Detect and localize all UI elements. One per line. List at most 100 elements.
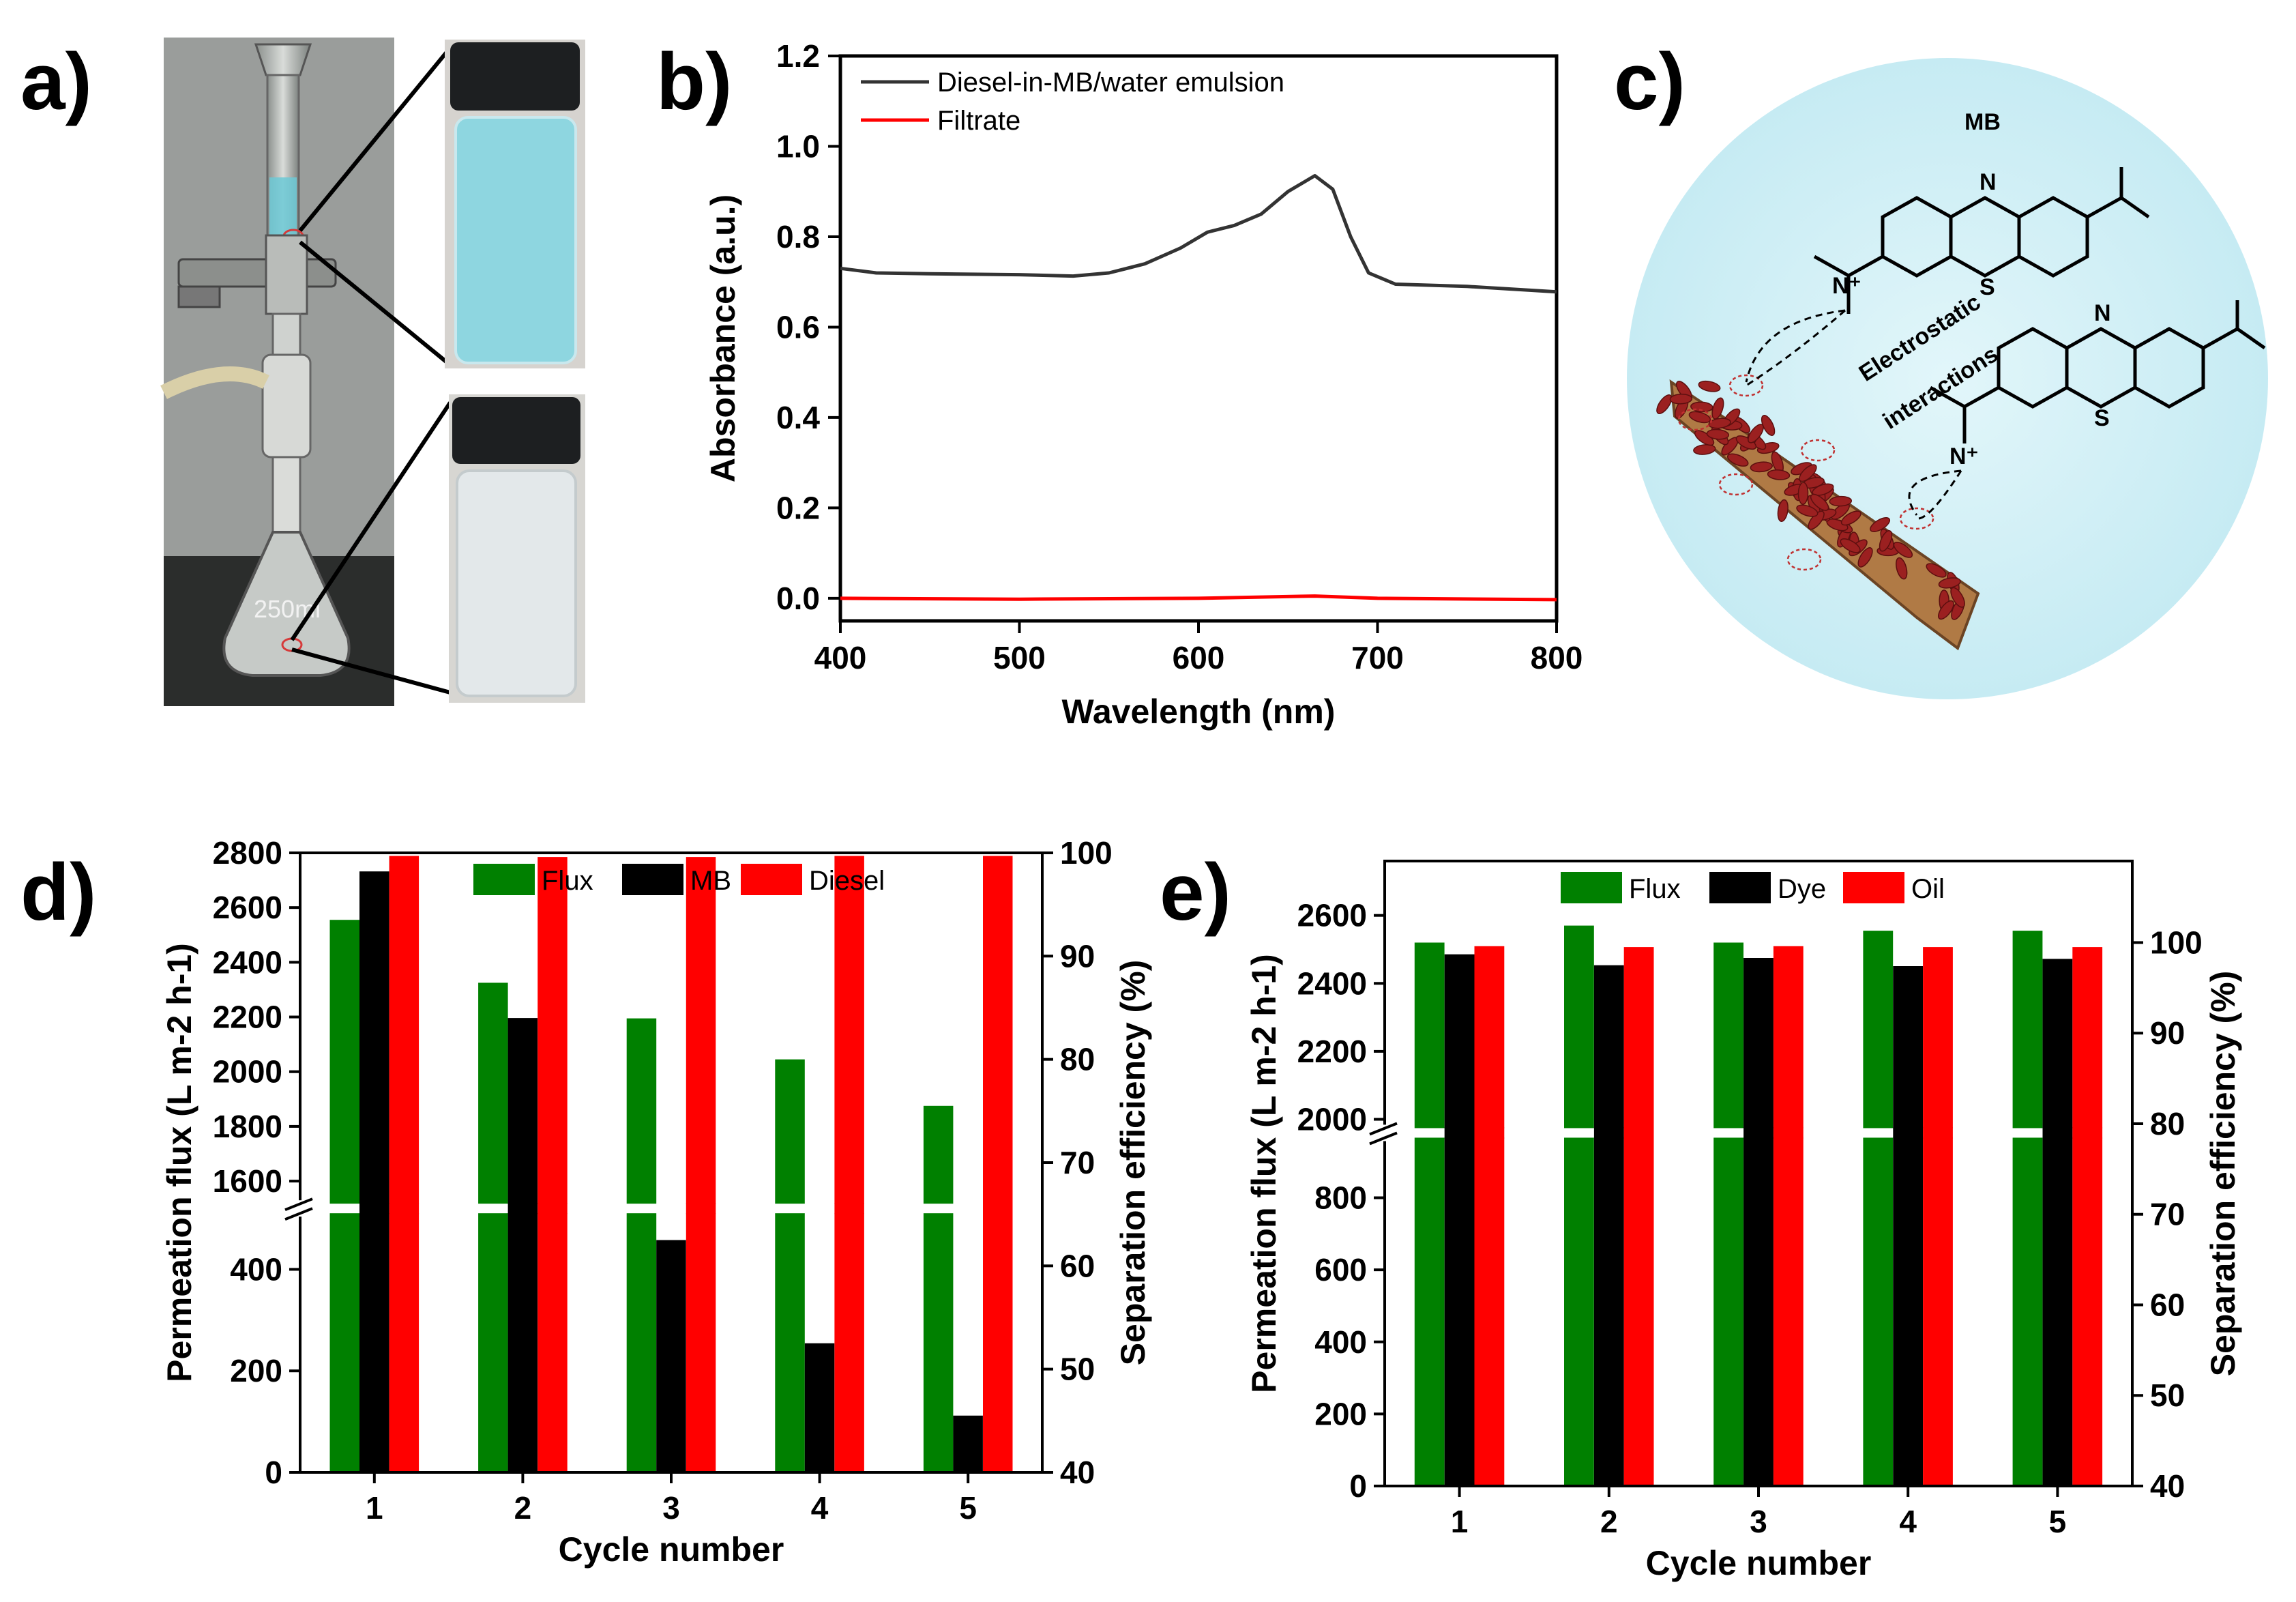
nanoparticle [1879, 530, 1893, 552]
chart-e-bar-oil-join [1474, 1127, 1505, 1139]
nanoparticle [1706, 428, 1730, 440]
filtration-photo: 250ml [160, 38, 452, 706]
chart-e-right-tick-label: 100 [2150, 924, 2203, 960]
chart-e-bar-oil-join [2072, 1127, 2103, 1139]
chart-b-x-tick-label: 400 [814, 640, 867, 675]
chart-d-bar-mb [953, 1415, 983, 1472]
chart-e-bar-flux [2012, 931, 2043, 1486]
chart-d-legend-swatch [622, 864, 683, 895]
panel-d-label: d) [20, 847, 96, 937]
nanoparticle [1750, 461, 1773, 473]
chart-d-bar-flux [923, 1105, 954, 1472]
chart-e-left-tick-label: 600 [1314, 1252, 1367, 1287]
schematic-background [1627, 58, 2268, 699]
chart-b-y-tick-label: 0.4 [776, 400, 820, 435]
chart-d-break-mark [284, 1197, 313, 1212]
chart-e-bar-dye-join [2042, 1127, 2073, 1139]
clear-filtrate-vial [456, 469, 577, 697]
nanoparticle [1656, 394, 1673, 414]
nanoparticle [1857, 547, 1873, 568]
chart-e-left-tick-label: 200 [1314, 1396, 1367, 1431]
panel-b-label: b) [656, 37, 732, 127]
chart-b-x-tick-label: 800 [1531, 640, 1583, 675]
nanoparticle [1829, 495, 1853, 507]
binding-site-marker [1800, 439, 1836, 462]
chart-e-left-tick-label: 800 [1314, 1180, 1367, 1216]
chart-d-left-axis-title: Permeation flux (L m-2 h-1) [160, 943, 198, 1382]
chart-e-left-tick-label: 2400 [1297, 965, 1367, 1001]
chart-b-y-tick-label: 0.2 [776, 490, 820, 525]
chart-d-bar-diesel [834, 856, 864, 1472]
nanoparticle [1693, 443, 1716, 455]
chart-d-bar-mb [507, 1018, 538, 1472]
nanoparticle [1698, 380, 1721, 392]
chart-e-break-mark [1369, 1131, 1398, 1146]
mb-n-atom: N [1979, 169, 1997, 195]
chart-d-left-tick-label: 2400 [213, 944, 282, 980]
nanoparticle [1870, 517, 1891, 532]
nanoparticle [1926, 563, 1947, 578]
nanoparticle [1796, 504, 1819, 517]
panel-e-label: e) [1160, 847, 1231, 937]
chart-d-right-tick-label: 40 [1060, 1455, 1095, 1490]
chart-e-x-tick-label: 2 [1600, 1504, 1618, 1539]
chart-e-legend-label: Flux [1629, 874, 1681, 904]
chart-e-left-tick-label: 0 [1349, 1468, 1367, 1504]
chart-e-bar-oil-join [1923, 1127, 1953, 1139]
chart-d-right-tick-label: 50 [1060, 1352, 1095, 1387]
chart-d-left-tick-label: 2600 [213, 890, 282, 925]
mb-s-atom: S [1979, 274, 1995, 300]
chart-e-bar-dye [1444, 954, 1475, 1486]
chart-d-left-tick-label: 2200 [213, 1000, 282, 1035]
chart-e-left-tick-label: 2000 [1297, 1102, 1367, 1137]
binding-site-marker [1728, 374, 1764, 397]
chart-b-series-line-2 [840, 594, 1557, 602]
electrostatic-lines [1745, 309, 1962, 520]
chart-d-bar-mb-join [507, 1203, 538, 1214]
chart-e-x-tick-label: 4 [1899, 1504, 1917, 1539]
chart-e-left-tick-label: 2200 [1297, 1034, 1367, 1069]
chart-e-right-axis-title: Separation efficiency (%) [2204, 971, 2242, 1377]
chart-e-bar-dye [1743, 958, 1773, 1486]
clamp [177, 258, 337, 288]
cycle-chart-d: 1 2 3 4 502004001600180020002200240026002800… [160, 835, 1152, 1569]
chart-b-y-tick-label: 0.8 [776, 219, 820, 254]
nanoparticle [1726, 453, 1749, 467]
chart-d-x-axis-title: Cycle number [559, 1530, 784, 1569]
nanoparticle [1938, 600, 1954, 620]
chart-d-bar-mb [804, 1343, 835, 1472]
chart-b-y-axis-title: Absorbance (a.u.) [704, 194, 742, 482]
chart-d-x-tick-label: 2 [514, 1490, 532, 1526]
chart-e-bar-oil [2072, 947, 2103, 1486]
mb-molecule-2 [1929, 300, 2266, 443]
chart-e-x-tick-label: 5 [2049, 1504, 2067, 1539]
chart-e-right-tick-label: 50 [2150, 1378, 2185, 1413]
chart-e-bar-dye [1593, 965, 1624, 1486]
chart-e-bar-dye-join [1444, 1127, 1475, 1139]
nanoparticle [1708, 418, 1731, 429]
chart-e-right-tick-label: 80 [2150, 1106, 2185, 1141]
chart-e-bar-dye [2042, 959, 2073, 1486]
chart-d-left-tick-label: 1600 [213, 1163, 282, 1199]
binding-site-marker [1718, 473, 1754, 496]
vial-blue-photo [445, 40, 585, 368]
chart-e-x-tick-label: 1 [1451, 1504, 1469, 1539]
nanoparticle [1799, 464, 1817, 482]
chart-d-bar-diesel-join [389, 1203, 420, 1214]
chart-d-left-tick-label: 200 [230, 1353, 282, 1388]
chart-e-bar-dye [1893, 966, 1924, 1486]
chart-e-right-tick-label: 60 [2150, 1287, 2185, 1322]
blue-emulsion-column [269, 177, 297, 239]
chart-e-bar-flux [1863, 931, 1894, 1486]
chart-e-x-axis-title: Cycle number [1646, 1544, 1872, 1582]
chart-b-y-tick-label: 1.2 [776, 38, 820, 74]
panel-c-label: c) [1614, 37, 1686, 127]
chart-d-left-tick-label: 400 [230, 1251, 282, 1287]
binding-site-marker [1899, 507, 1934, 530]
chart-d-bar-diesel [538, 857, 568, 1472]
chart-d-x-tick-label: 3 [662, 1490, 680, 1526]
chart-b-frame [838, 54, 1559, 623]
chart-e-bar-oil-join [1773, 1127, 1804, 1139]
chart-e-bar-oil [1923, 947, 1953, 1486]
chart-d-left-tick-label: 0 [265, 1455, 282, 1490]
